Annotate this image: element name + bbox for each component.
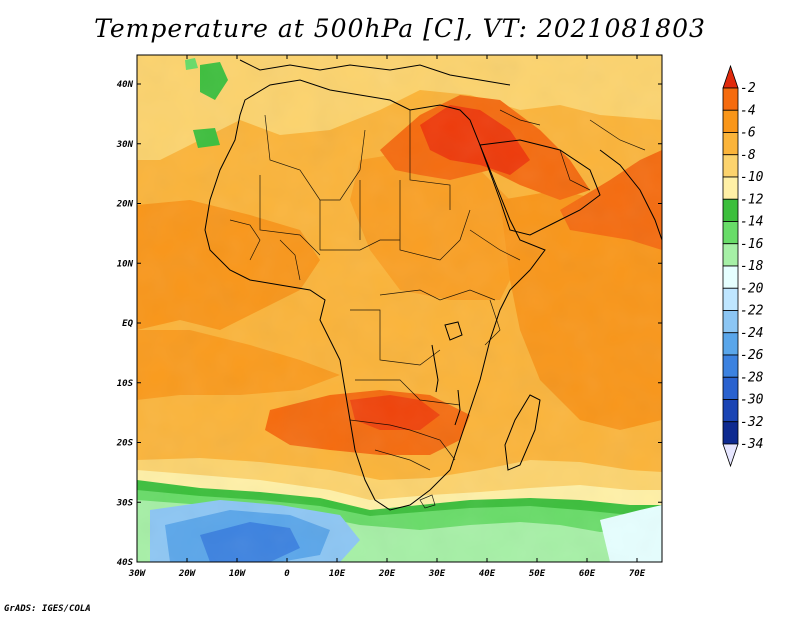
colorbar-top-triangle <box>722 64 739 89</box>
lat-tick-label: EQ <box>122 319 133 329</box>
lon-tick-label: 20E <box>378 569 396 579</box>
colorbar-box <box>722 310 739 334</box>
colorbar-box <box>722 221 739 245</box>
colorbar-box <box>722 198 739 222</box>
colorbar-label: -18 <box>740 259 764 274</box>
lon-tick-label: 10W <box>229 569 247 579</box>
lat-tick-label: 30S <box>116 498 134 508</box>
plot-frame <box>136 54 663 563</box>
colorbar-box <box>722 376 739 400</box>
colorbar-label: -2 <box>740 81 756 96</box>
colorbar: -2 -4 -6 -8 -10 -12 -14 -16 -18 -20 -22 -24 -26 -28 -3… <box>722 64 764 468</box>
colorbar-label: -32 <box>740 415 764 430</box>
lat-tick-label: 30N <box>116 140 134 150</box>
colorbar-label: -8 <box>740 148 756 163</box>
colorbar-box <box>722 332 739 356</box>
colorbar-box <box>722 265 739 289</box>
map-title: Temperature at 500hPa [C], VT: 202108180… <box>94 14 706 43</box>
colorbar-box <box>722 287 739 311</box>
colorbar-label: -30 <box>740 393 764 408</box>
colorbar-box <box>722 132 739 156</box>
lon-tick-label: 20W <box>178 569 197 579</box>
lon-tick-label: 70E <box>629 569 646 579</box>
coastlines <box>204 59 662 511</box>
lat-tick-label: 40S <box>117 558 134 568</box>
colorbar-label: -10 <box>740 170 764 185</box>
colorbar-label: -22 <box>740 304 764 319</box>
colorbar-box <box>722 87 739 111</box>
lon-tick-label: 40E <box>479 569 496 579</box>
temperature-field <box>137 55 662 562</box>
colorbar-label: -34 <box>740 437 763 452</box>
lon-tick-label: 0 <box>284 569 290 579</box>
colorbar-bottom-triangle <box>722 443 739 468</box>
grads-credit: GrADS: IGES/COLA <box>4 604 91 614</box>
colorbar-box <box>722 176 739 200</box>
longitude-axis: 30W 20W 10W 0 10E 20E 30E 40E 50E 60E 70E <box>128 55 646 579</box>
latitude-axis: 40N 30N 20N 10N EQ 10S 20S 30S 40S <box>116 80 662 568</box>
colorbar-box <box>722 109 739 133</box>
colorbar-box <box>722 421 739 445</box>
lon-tick-label: 10E <box>329 569 346 579</box>
colorbar-label: -28 <box>740 370 764 385</box>
colorbar-label: -20 <box>740 281 764 296</box>
lon-tick-label: 60E <box>579 569 596 579</box>
country-borders <box>229 109 646 509</box>
colorbar-label: -4 <box>740 103 756 118</box>
lon-tick-label: 50E <box>529 569 546 579</box>
lat-tick-label: 20S <box>116 439 134 449</box>
colorbar-label: -14 <box>740 215 763 230</box>
colorbar-box <box>722 154 739 178</box>
lat-tick-label: 20N <box>116 200 134 210</box>
lon-tick-label: 30W <box>128 569 147 579</box>
lat-tick-label: 40N <box>117 80 134 90</box>
colorbar-box <box>722 354 739 378</box>
colorbar-label: -26 <box>740 348 764 363</box>
colorbar-label: -12 <box>740 192 764 207</box>
colorbar-label: -6 <box>740 126 756 141</box>
colorbar-label: -24 <box>740 326 763 341</box>
colorbar-label: -16 <box>740 237 764 252</box>
colorbar-box <box>722 399 739 423</box>
colorbar-box <box>722 243 739 267</box>
lat-tick-label: 10N <box>117 259 134 269</box>
lat-tick-label: 10S <box>117 379 134 389</box>
lon-tick-label: 30E <box>428 569 446 579</box>
